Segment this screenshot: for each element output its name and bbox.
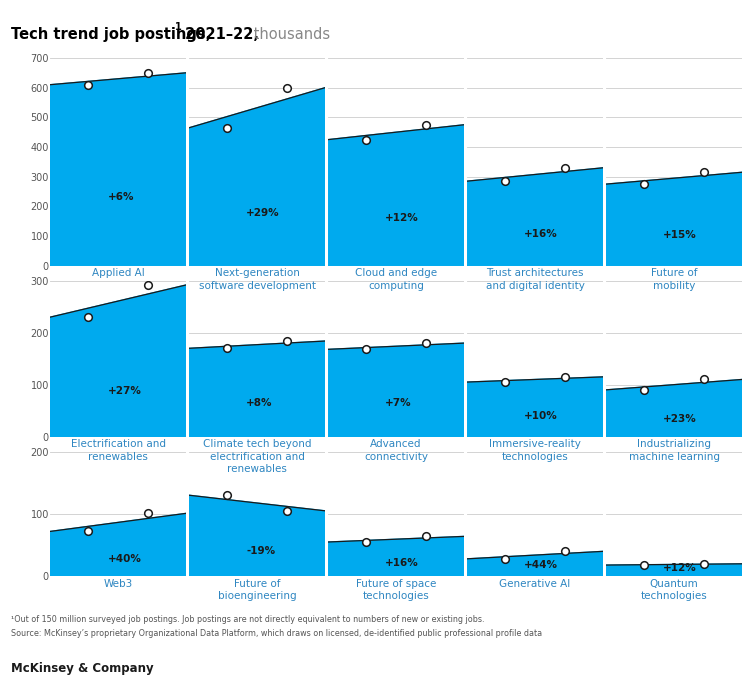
Polygon shape <box>606 173 742 266</box>
Text: +16%: +16% <box>385 559 419 568</box>
Text: Cloud and edge
computing: Cloud and edge computing <box>355 269 437 291</box>
Text: Industrializing
machine learning: Industrializing machine learning <box>629 439 719 462</box>
Polygon shape <box>467 551 603 576</box>
Text: Quantum
technologies: Quantum technologies <box>641 579 707 602</box>
Text: +12%: +12% <box>385 213 419 223</box>
Text: Next-generation
software development: Next-generation software development <box>199 269 315 291</box>
Text: +44%: +44% <box>524 560 558 570</box>
Text: +7%: +7% <box>385 398 412 409</box>
Text: ¹Out of 150 million surveyed job postings. Job postings are not directly equival: ¹Out of 150 million surveyed job posting… <box>11 615 484 624</box>
Text: Climate tech beyond
electrification and
renewables: Climate tech beyond electrification and … <box>203 439 312 474</box>
Polygon shape <box>467 377 603 436</box>
Text: +16%: +16% <box>524 228 558 239</box>
Text: McKinsey & Company: McKinsey & Company <box>11 662 154 674</box>
Polygon shape <box>467 168 603 266</box>
Text: Applied AI: Applied AI <box>92 269 145 278</box>
Text: 1: 1 <box>175 22 182 32</box>
Polygon shape <box>189 341 325 436</box>
Text: +12%: +12% <box>663 563 697 573</box>
Polygon shape <box>189 495 325 576</box>
Text: +8%: +8% <box>246 398 273 408</box>
Polygon shape <box>189 88 325 266</box>
Polygon shape <box>50 73 186 266</box>
Text: 2022: 2022 <box>136 284 161 295</box>
Text: 2021–22,: 2021–22, <box>180 27 259 42</box>
Text: -19%: -19% <box>246 546 276 557</box>
Text: Immersive-reality
technologies: Immersive-reality technologies <box>489 439 581 462</box>
Text: Electrification and
renewables: Electrification and renewables <box>71 439 166 462</box>
Text: 2021: 2021 <box>76 284 101 295</box>
Polygon shape <box>50 285 186 436</box>
Polygon shape <box>328 125 464 266</box>
Text: Future of space
technologies: Future of space technologies <box>356 579 436 602</box>
Text: +27%: +27% <box>107 386 141 396</box>
Polygon shape <box>328 343 464 436</box>
Text: Future of
mobility: Future of mobility <box>651 269 697 291</box>
Polygon shape <box>50 514 186 576</box>
Text: Advanced
connectivity: Advanced connectivity <box>364 439 428 462</box>
Text: +6%: +6% <box>107 192 134 202</box>
Text: Future of
bioengineering: Future of bioengineering <box>218 579 297 602</box>
Polygon shape <box>606 564 742 576</box>
Text: Generative AI: Generative AI <box>499 579 571 589</box>
Text: thousands: thousands <box>249 27 330 42</box>
Text: +29%: +29% <box>246 208 280 218</box>
Text: Web3: Web3 <box>104 579 133 589</box>
Text: +10%: +10% <box>524 411 558 421</box>
Polygon shape <box>328 537 464 576</box>
Polygon shape <box>606 379 742 436</box>
Text: +15%: +15% <box>663 230 697 240</box>
Text: +23%: +23% <box>663 414 697 424</box>
Text: +40%: +40% <box>107 554 141 564</box>
Text: Trust architectures
and digital identity: Trust architectures and digital identity <box>486 269 584 291</box>
Text: Source: McKinsey’s proprietary Organizational Data Platform, which draws on lice: Source: McKinsey’s proprietary Organizat… <box>11 629 542 638</box>
Text: Tech trend job postings,: Tech trend job postings, <box>11 27 212 42</box>
